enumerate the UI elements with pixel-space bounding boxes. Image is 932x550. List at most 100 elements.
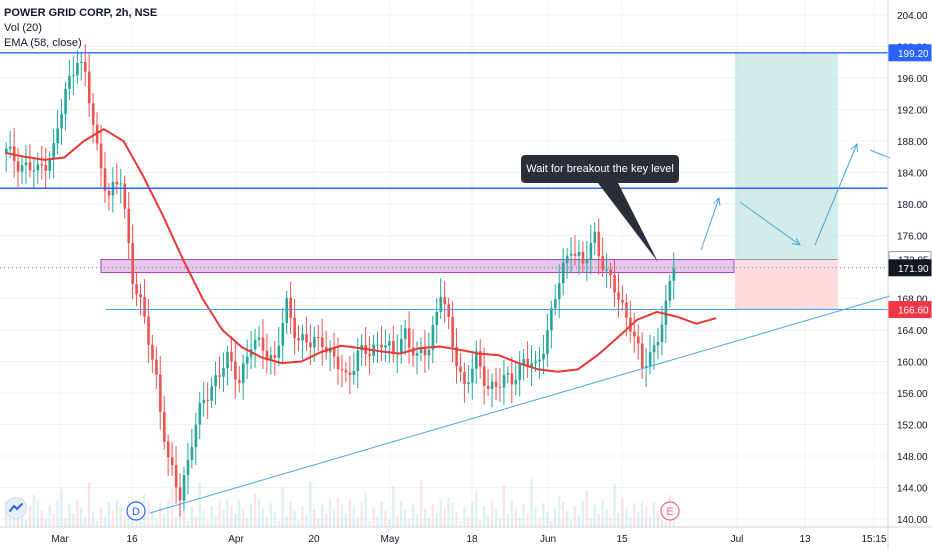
volume-bar (103, 516, 107, 527)
candle-body (198, 403, 202, 425)
volume-bar (289, 502, 292, 527)
candle-body (238, 379, 241, 383)
candle-body (554, 299, 557, 309)
volume-bar (593, 505, 596, 527)
candle-body (648, 352, 652, 367)
volume-bar (372, 507, 375, 527)
volume-bar (230, 505, 233, 527)
candle-body (656, 341, 660, 346)
ema-indicator-label[interactable]: EMA (58, close) (4, 37, 82, 49)
volume-bar (210, 506, 213, 527)
candle-body (581, 252, 585, 264)
volume-bars (5, 479, 675, 527)
candle-body (380, 344, 383, 348)
candle-body (423, 348, 427, 356)
time-axis: Mar 16 Apr 20 May 18 Jun 15 Jul 13 15:15 (0, 526, 932, 545)
volume-bar (352, 508, 355, 527)
symbol-title[interactable]: POWER GRID CORP, 2h, NSE (4, 7, 158, 19)
volume-bar (242, 509, 245, 527)
volume-bar (613, 484, 616, 527)
projection-arrow-down (739, 201, 801, 246)
price-tick-label: 180.00 (897, 200, 928, 211)
price-tag-bg (888, 301, 932, 319)
price-tag-label: 199.20 (898, 49, 929, 60)
tradingview-logo-icon[interactable] (5, 497, 27, 519)
volume-bar (155, 518, 158, 527)
candle-body (498, 386, 502, 388)
candle-body (660, 324, 664, 342)
candle-body (613, 275, 616, 293)
candle-body (550, 308, 553, 331)
candle-body (265, 350, 269, 361)
volume-indicator-label[interactable]: Vol (20) (4, 22, 42, 34)
candle-body (494, 381, 498, 387)
volume-bar (269, 503, 273, 527)
candle-body (455, 347, 458, 367)
volume-bar (36, 501, 39, 527)
earnings-marker-letter: E (666, 506, 673, 518)
candle-body (218, 375, 221, 377)
candle-body (609, 269, 612, 276)
candle-body (123, 183, 127, 209)
price-tag-label: 171.90 (898, 264, 929, 275)
volume-bar (490, 501, 494, 527)
price-tick-label: 168.00 (897, 295, 928, 306)
candle-body (431, 325, 435, 350)
candle-body (261, 337, 265, 351)
volume-bar (597, 514, 600, 527)
volume-bar (80, 508, 83, 527)
candle-body (194, 424, 198, 448)
candle-body (230, 351, 233, 362)
candle-body (486, 385, 490, 389)
volume-bar (360, 503, 363, 527)
volume-bar (194, 516, 197, 527)
volume-bar (261, 508, 265, 527)
volume-bar (648, 516, 652, 527)
stop-zone (735, 259, 838, 310)
candle-body (293, 317, 296, 339)
volume-bar (170, 488, 174, 527)
breakout-callout[interactable]: Wait for breakout the key level (521, 155, 679, 183)
volume-bar (479, 520, 482, 527)
candle-body (222, 368, 225, 377)
volume-bar (538, 517, 541, 527)
time-tick-label: May (381, 534, 400, 545)
candle-body (384, 345, 387, 348)
volume-bar (309, 481, 312, 527)
candle-body (182, 475, 186, 501)
volume-bar (163, 513, 166, 527)
volume-bar (198, 482, 201, 527)
volume-bar (380, 502, 383, 527)
volume-bar (561, 502, 565, 527)
volume-bar (459, 521, 462, 527)
candle-body (68, 75, 71, 89)
dividend-marker-letter: D (132, 506, 140, 518)
volume-bar (403, 510, 407, 527)
volume-bar (640, 501, 644, 527)
volume-bar (273, 512, 276, 527)
volume-bar (226, 499, 229, 527)
candle-body (163, 411, 166, 442)
volume-bar (72, 513, 75, 527)
price-tick-label: 160.00 (897, 358, 928, 369)
volume-bar (159, 504, 162, 527)
candle-body (336, 356, 340, 370)
candle-body (640, 343, 644, 368)
candle-body (510, 373, 514, 385)
candle-body (514, 380, 518, 385)
candle-body (388, 341, 391, 346)
candle-body (561, 262, 565, 284)
volume-bar (56, 500, 59, 527)
candle-body (202, 399, 206, 404)
candle-body (546, 330, 549, 354)
volume-bar (447, 497, 450, 527)
price-tag-label: 166.60 (898, 306, 929, 317)
volume-bar (475, 491, 478, 527)
volume-bar (32, 495, 36, 527)
candle-body (277, 345, 281, 358)
volume-bar (384, 511, 387, 527)
volume-bar (400, 501, 403, 527)
time-tick-label: Apr (228, 534, 244, 545)
volume-bar (151, 509, 154, 527)
